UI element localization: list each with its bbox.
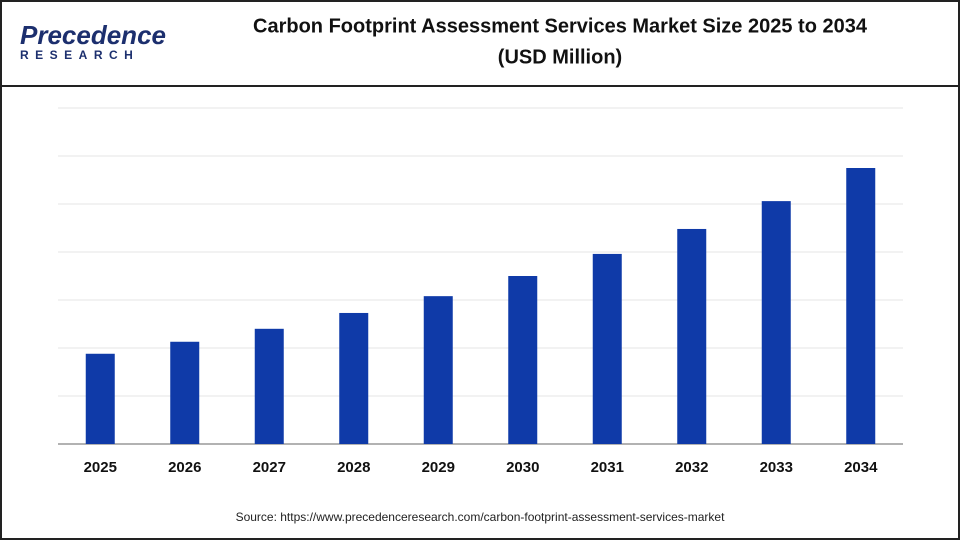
bar <box>339 312 369 444</box>
logo-name: Precedence <box>20 20 166 50</box>
bar <box>85 353 115 444</box>
source: Source: https://www.precedenceresearch.c… <box>236 510 726 524</box>
bar <box>170 341 200 444</box>
bar <box>761 201 791 444</box>
x-tick-label: 2033 <box>760 459 793 476</box>
x-tick-label: 2025 <box>84 459 117 476</box>
x-tick-label: 2026 <box>168 459 201 476</box>
x-tick-label: 2027 <box>253 459 286 476</box>
x-tick-label: 2029 <box>422 459 455 476</box>
x-tick-label: 2031 <box>591 459 624 476</box>
x-tick-label: 2034 <box>844 459 878 476</box>
bar <box>677 228 707 444</box>
x-tick-label: 2028 <box>337 459 370 476</box>
bar <box>423 296 453 444</box>
bar <box>254 328 284 444</box>
bar <box>846 168 876 444</box>
bar <box>508 276 538 444</box>
x-tick-label: 2030 <box>506 459 539 476</box>
logo-tagline: RESEARCH <box>20 48 139 62</box>
chart-title: Carbon Footprint Assessment Services Mar… <box>253 15 868 37</box>
x-tick-label: 2032 <box>675 459 708 476</box>
chart-subtitle: (USD Million) <box>498 46 622 68</box>
bar <box>592 253 622 444</box>
